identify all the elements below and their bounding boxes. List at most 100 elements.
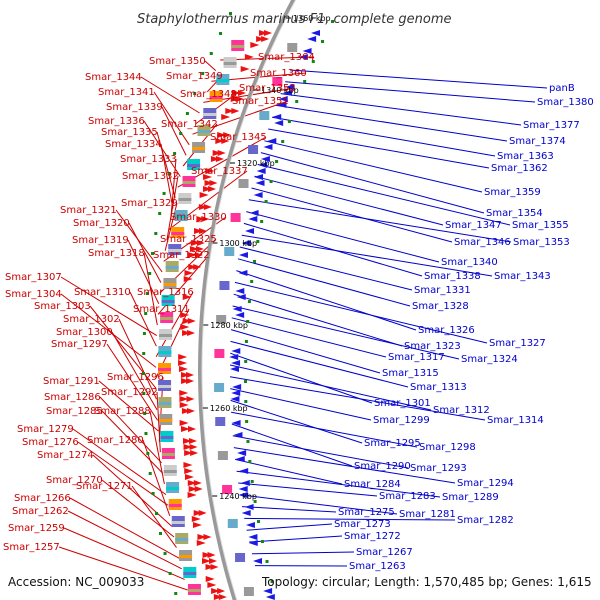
forward-connector	[92, 454, 173, 527]
feature-block	[223, 62, 237, 65]
forward-gene-label: Smar_1349	[166, 71, 223, 82]
feature-block	[159, 334, 173, 337]
forward-connector	[98, 380, 159, 432]
forward-gene-label: Smar_1297	[51, 339, 108, 350]
reverse-connector	[280, 93, 522, 126]
forward-gene-arrow	[184, 474, 194, 480]
forward-gene-label: Smar_1330	[170, 212, 227, 223]
rna-marker	[257, 520, 261, 523]
forward-gene-label: Smar_1288	[94, 406, 151, 417]
forward-gene-label: Smar_1291	[43, 376, 100, 387]
reverse-gene-arrow	[248, 540, 258, 546]
rna-marker	[250, 280, 254, 283]
forward-gene-arrow	[181, 426, 191, 432]
forward-gene-label: Smar_1303	[34, 301, 91, 312]
forward-connector	[140, 76, 200, 114]
forward-gene-arrow	[212, 150, 222, 156]
forward-gene-arrow	[179, 402, 189, 408]
reverse-connector	[249, 535, 343, 543]
forward-gene-label: Smar_1333	[120, 154, 177, 165]
forward-gene-arrow	[259, 30, 269, 36]
rna-marker	[295, 100, 299, 103]
forward-gene-label: Smar_1320	[73, 218, 130, 229]
rna-marker	[246, 440, 250, 443]
reverse-gene-label: Smar_1327	[489, 338, 546, 349]
forward-gene-arrow	[211, 588, 221, 594]
forward-connector	[160, 143, 174, 209]
reverse-gene-label: Smar_1380	[537, 97, 594, 108]
forward-connector	[153, 91, 190, 146]
rna-marker	[245, 420, 249, 423]
forward-gene-arrow	[213, 594, 223, 600]
forward-gene-label: Smar_1280	[87, 435, 144, 446]
reverse-gene-label: Smar_1273	[334, 519, 391, 530]
rna-marker	[144, 312, 148, 315]
forward-gene-arrow	[201, 558, 211, 564]
forward-gene-arrow	[186, 408, 195, 414]
rna-marker	[155, 512, 159, 515]
forward-gene-arrow	[181, 378, 191, 384]
forward-gene-label: Smar_1325	[160, 234, 217, 245]
forward-gene-label: Smar_1286	[44, 392, 101, 403]
rna-marker	[246, 320, 250, 323]
reverse-connector	[236, 470, 441, 498]
reverse-gene-label: Smar_1338	[424, 271, 481, 282]
feature-block	[216, 315, 227, 324]
rna-marker	[159, 532, 163, 535]
forward-gene-arrow	[193, 264, 202, 270]
ruler-tick-label: 1320 kbp	[237, 159, 275, 168]
reverse-connector	[276, 104, 508, 142]
reverse-gene-label: panB	[549, 83, 575, 94]
forward-gene-arrow	[183, 462, 193, 468]
reverse-gene-arrow	[258, 162, 268, 168]
forward-gene-arrow	[218, 594, 227, 600]
reverse-connector	[242, 506, 337, 513]
reverse-gene-arrow	[285, 84, 295, 90]
feature-block	[183, 572, 197, 575]
forward-gene-label: Smar_1262	[12, 506, 69, 517]
forward-gene-arrow	[188, 438, 197, 444]
forward-gene-arrow	[230, 96, 240, 102]
forward-gene-arrow	[231, 108, 240, 114]
feature-block	[259, 111, 270, 120]
forward-connector	[170, 158, 177, 220]
forward-gene-arrow	[208, 558, 217, 564]
reverse-gene-label: Smar_1293	[410, 463, 467, 474]
forward-gene-arrow	[183, 276, 193, 282]
rna-marker	[248, 460, 252, 463]
reverse-connector	[232, 305, 460, 360]
feature-block	[163, 283, 177, 286]
reverse-gene-arrow	[231, 420, 241, 426]
reverse-gene-arrow	[238, 270, 248, 276]
ruler-tick-label: 1360 kbp	[293, 14, 331, 23]
forward-gene-arrow	[188, 426, 197, 432]
reverse-connector	[239, 494, 398, 515]
forward-gene-label: Smar_1266	[14, 493, 71, 504]
reverse-connector	[268, 128, 490, 169]
reverse-gene-arrow	[240, 480, 250, 486]
forward-connector	[118, 318, 157, 400]
feature-block	[160, 436, 174, 439]
forward-gene-arrow	[217, 150, 226, 156]
feature-block	[235, 553, 246, 562]
rna-marker	[247, 300, 251, 303]
rna-marker	[193, 92, 197, 95]
forward-gene-label: Smar_1319	[72, 235, 129, 246]
reverse-gene-arrow	[282, 90, 292, 96]
feature-block	[187, 164, 201, 167]
reverse-gene-arrow	[267, 138, 277, 144]
forward-gene-label: Smar_1274	[37, 450, 94, 461]
forward-gene-arrow	[188, 486, 198, 492]
forward-gene-label: Smar_1352	[239, 83, 296, 94]
feature-block	[192, 147, 206, 150]
reverse-gene-label: Smar_1363	[497, 151, 554, 162]
forward-gene-label: Smar_1339	[106, 102, 163, 113]
forward-gene-arrow	[210, 156, 220, 162]
forward-gene-arrow	[182, 294, 192, 300]
forward-gene-arrow	[201, 216, 210, 222]
rna-marker	[145, 292, 149, 295]
forward-gene-arrow	[187, 318, 196, 324]
forward-gene-label: Smar_1311	[133, 304, 190, 315]
kbp-ruler: 1360 kbp 1340 kbp 1320 kbp 1300 kbp 1280 kbp…	[202, 14, 331, 501]
feature-block	[158, 351, 172, 354]
